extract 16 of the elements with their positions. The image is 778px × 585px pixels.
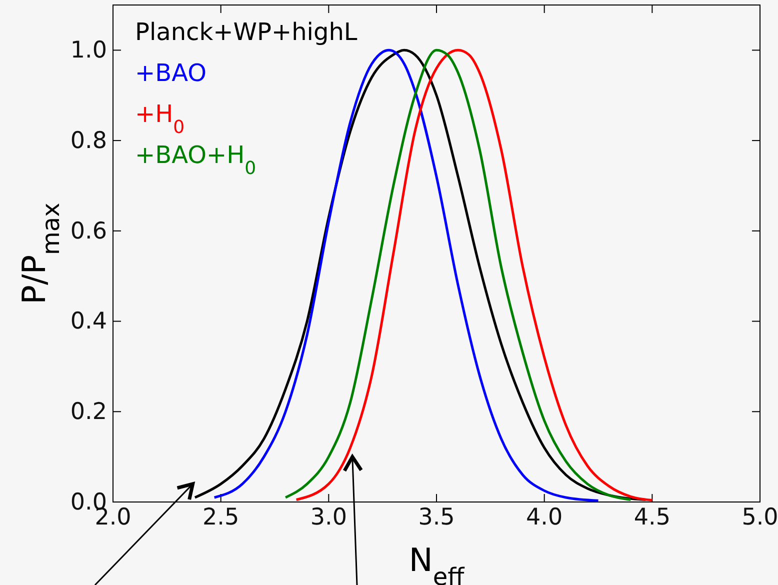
text: +BAO (135, 59, 206, 87)
x-tick-label: 4.0 (526, 504, 563, 530)
x-axis-title: N$_{eff}$ (408, 541, 465, 585)
y-tick-label: 1.0 (70, 38, 107, 64)
legend-label: Planck+WP+highL (135, 18, 358, 46)
x-tick-label: 3.0 (310, 504, 347, 530)
x-tick-label: 4.5 (634, 504, 670, 530)
text: +BAO+H$_{0}$ (135, 141, 256, 178)
y-tick-label: 0.2 (70, 398, 107, 425)
y-tick-label: 0.6 (70, 218, 107, 244)
y-tick-label: 0.4 (70, 308, 107, 335)
x-tick-label: 5.0 (742, 504, 778, 530)
y-tick-label: 0.8 (70, 128, 107, 154)
text: +H$_{0}$ (135, 100, 185, 138)
x-tick-label: 2.5 (202, 504, 240, 530)
x-tick-label: 3.5 (418, 504, 455, 530)
